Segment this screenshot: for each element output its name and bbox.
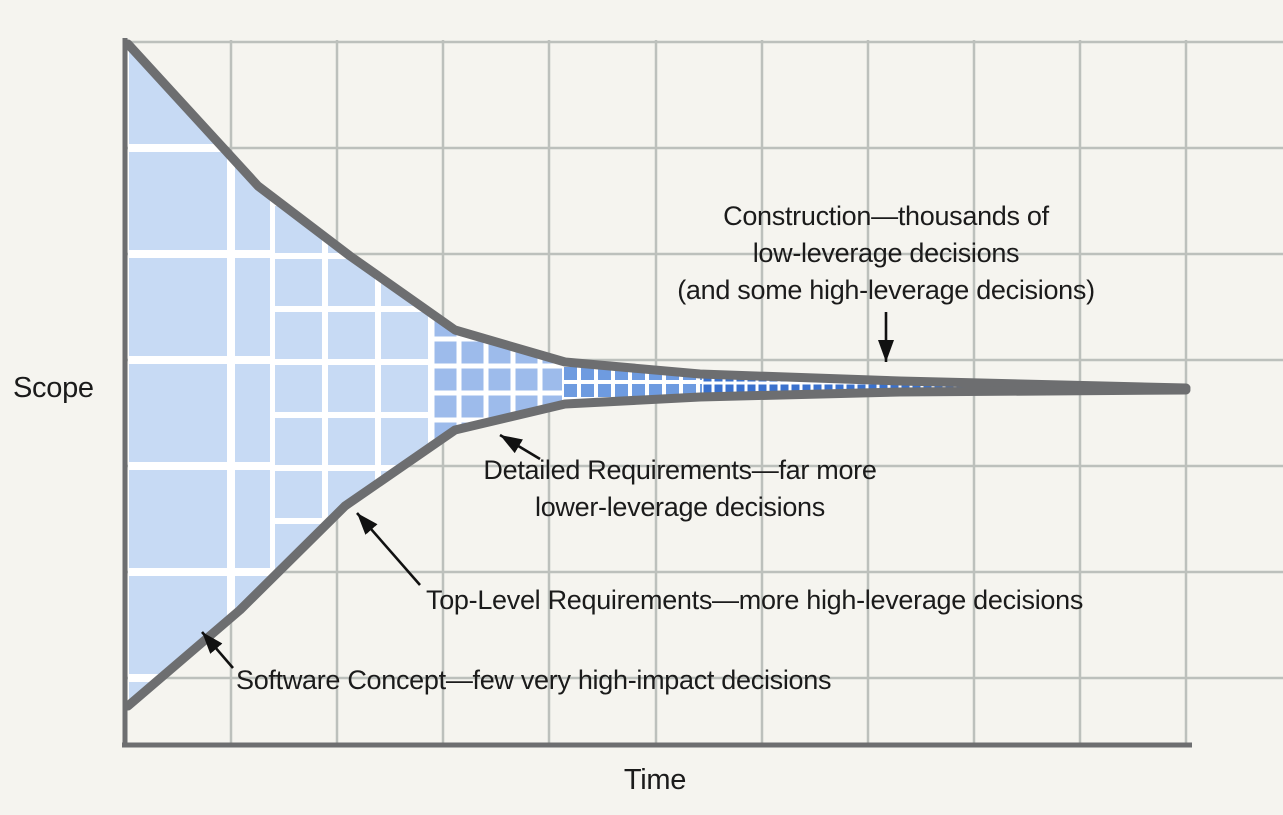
annotation-detailed-requirements-line2: lower-leverage decisions <box>535 492 825 522</box>
annotation-detailed-requirements: Detailed Requirements—far more lower-lev… <box>480 452 880 526</box>
funnel-upper-outline <box>123 39 1191 393</box>
detailed-requirements-arrow <box>499 433 541 461</box>
annotation-construction-line1: Construction—thousands of <box>723 201 1049 231</box>
annotation-detailed-requirements-line1: Detailed Requirements—far more <box>483 455 877 485</box>
funnel-lower-outline <box>123 385 1191 711</box>
software-concept-arrow <box>201 631 234 669</box>
top-level-requirements-arrow <box>356 512 421 586</box>
annotation-construction: Construction—thousands of low-leverage d… <box>636 198 1136 309</box>
annotation-software-concept: Software Concept—few very high-impact de… <box>236 665 832 695</box>
annotation-top-level-requirements: Top-Level Requirements—more high-leverag… <box>426 585 1084 615</box>
annotation-construction-line3: (and some high-leverage decisions) <box>677 275 1095 305</box>
annotation-construction-line2: low-leverage decisions <box>752 238 1020 268</box>
y-axis-label: Scope <box>13 372 94 404</box>
x-axis-label: Time <box>623 764 687 796</box>
annotation-arrows <box>201 312 894 669</box>
